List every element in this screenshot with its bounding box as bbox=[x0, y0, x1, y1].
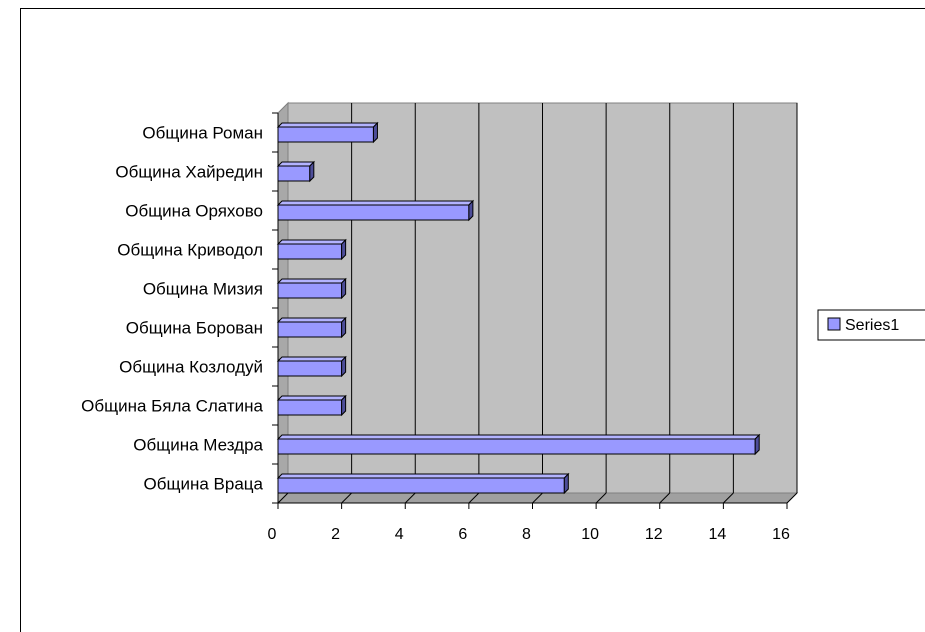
legend-swatch bbox=[827, 317, 841, 331]
bar-4 bbox=[276, 355, 347, 378]
bar-front-face bbox=[277, 360, 343, 377]
category-label: Община Хайредин bbox=[115, 163, 263, 182]
floor-gridline-14 bbox=[723, 492, 734, 504]
floor-gridline-12 bbox=[659, 492, 671, 504]
bar-front-face bbox=[277, 165, 311, 182]
category-label: Община Роман bbox=[142, 124, 263, 143]
x-tick-labels: 0 2 4 6 8 10 12 14 16 bbox=[268, 526, 790, 543]
bar-top-face bbox=[276, 317, 347, 323]
x-tick-label: 12 bbox=[645, 526, 663, 543]
x-tick-label: 6 bbox=[458, 526, 467, 543]
bar-6 bbox=[276, 277, 347, 300]
floor-gridline-4 bbox=[404, 492, 416, 504]
category-label: Община Борован bbox=[126, 319, 263, 338]
bar-end-face bbox=[754, 433, 760, 456]
bar-end-face bbox=[341, 355, 347, 378]
floor-gridline-10 bbox=[595, 492, 607, 504]
legend-label: Series1 bbox=[845, 317, 899, 334]
x-tick-label: 10 bbox=[581, 526, 599, 543]
bar-front-face bbox=[277, 243, 343, 260]
bar-end-face bbox=[468, 199, 474, 222]
bar-end-face bbox=[563, 472, 569, 495]
x-tick-label: 14 bbox=[708, 526, 726, 543]
category-label: Община Мизия bbox=[143, 280, 263, 299]
bar-end-face bbox=[341, 238, 347, 261]
bar-front-face bbox=[277, 126, 374, 143]
bar-top-face bbox=[276, 356, 347, 362]
floor-gridline-16 bbox=[786, 492, 798, 504]
bar-end-face bbox=[341, 316, 347, 339]
x-tick-label: 8 bbox=[522, 526, 531, 543]
bar-10 bbox=[276, 121, 379, 144]
floor-gridline-8 bbox=[532, 492, 543, 504]
bar-top-face bbox=[276, 122, 379, 128]
bar-front-face bbox=[277, 399, 343, 416]
bar-1 bbox=[276, 472, 570, 495]
category-label: Община Козлодуй bbox=[119, 358, 263, 377]
bar-9 bbox=[276, 160, 316, 183]
bar-front-face bbox=[277, 282, 343, 299]
category-label: Община Враца bbox=[144, 475, 264, 494]
bar-8 bbox=[276, 199, 475, 222]
bar-end-face bbox=[309, 160, 315, 183]
x-tick-label: 2 bbox=[331, 526, 340, 543]
bar-7 bbox=[276, 238, 347, 261]
bar-front-face bbox=[277, 321, 343, 338]
bar-top-face bbox=[276, 434, 761, 440]
floor-gridline-0 bbox=[277, 492, 289, 504]
bar-front-face bbox=[277, 477, 565, 494]
bar-5 bbox=[276, 316, 347, 339]
bar-top-face bbox=[276, 239, 347, 245]
bar-end-face bbox=[341, 277, 347, 300]
bar-top-face bbox=[276, 200, 475, 206]
category-label: Община Криводол bbox=[117, 241, 263, 260]
bar-top-face bbox=[276, 473, 570, 479]
chart-frame bbox=[20, 8, 925, 632]
bar-front-face bbox=[277, 204, 470, 221]
bar-top-face bbox=[276, 278, 347, 284]
bar-3 bbox=[276, 394, 347, 417]
bar-end-face bbox=[341, 394, 347, 417]
category-label: Община Оряхово bbox=[125, 202, 263, 221]
floor-gridline-2 bbox=[341, 492, 352, 504]
category-label: Община Бяла Слатина bbox=[81, 397, 263, 416]
x-tick-label: 0 bbox=[268, 526, 277, 543]
bar-top-face bbox=[276, 395, 347, 401]
bars bbox=[276, 121, 761, 495]
x-tick-label: 4 bbox=[395, 526, 404, 543]
bar-front-face bbox=[277, 438, 756, 455]
x-tick-label: 16 bbox=[772, 526, 790, 543]
bar-top-face bbox=[276, 161, 316, 167]
category-labels: Община Враца Община Мездра Община Бяла Сла… bbox=[81, 124, 263, 494]
gridlines bbox=[272, 103, 798, 509]
legend: Series1 bbox=[817, 309, 925, 341]
category-label: Община Мездра bbox=[133, 436, 263, 455]
bar-2 bbox=[276, 433, 761, 456]
floor-gridline-6 bbox=[468, 492, 480, 504]
bar-end-face bbox=[372, 121, 378, 144]
